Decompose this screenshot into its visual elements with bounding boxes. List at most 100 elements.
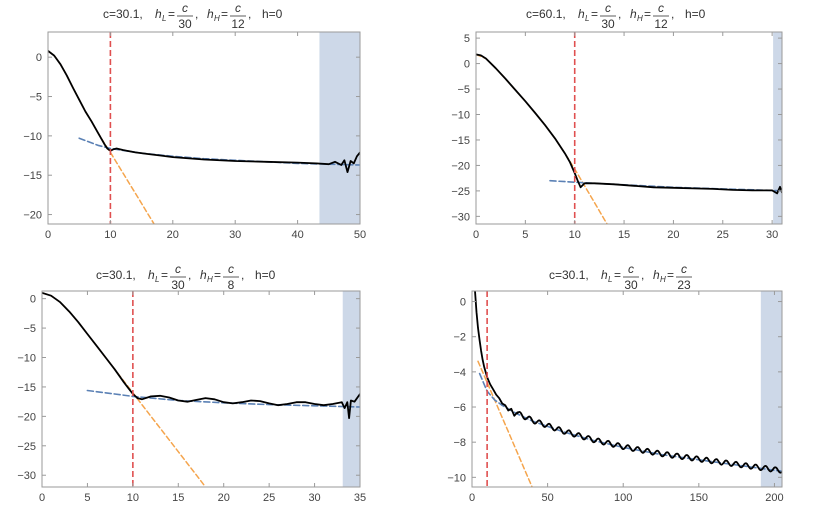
- y-tick-label: −5: [29, 92, 42, 104]
- title-comma: ,: [671, 7, 674, 21]
- y-tick-label: −30: [17, 470, 36, 482]
- title-comma: ,: [188, 268, 191, 282]
- shaded-region: [342, 291, 360, 487]
- plot-area-1: [48, 32, 360, 224]
- title-hh-symbol: h: [207, 7, 214, 21]
- series-large-t-fit: [86, 389, 360, 408]
- y-tick-label: −5: [457, 84, 470, 96]
- title-hh-denominator: 12: [231, 17, 245, 31]
- title-hl-symbol: h: [148, 268, 155, 282]
- series-small-t-fit: [477, 360, 533, 487]
- chart-panel-1: 0 10 20 30 40 500−5−10−15−20c=30.1, h L = c30, h H =…: [23, 1, 366, 241]
- y-tick-label: −8: [453, 437, 466, 449]
- plot-frame: [47, 31, 361, 225]
- title-suffix: h=0: [685, 7, 706, 21]
- x-tick-label: 15: [172, 492, 184, 504]
- title-hl-symbol: h: [578, 7, 585, 21]
- y-tick-label: −6: [453, 402, 466, 414]
- title-hh-numerator: c: [681, 262, 687, 276]
- y-tick-label: −2: [453, 332, 466, 344]
- title-prefix: c=30.1,: [96, 268, 136, 282]
- title-equals: =: [161, 268, 168, 282]
- x-tick-label: 30: [766, 229, 778, 241]
- x-tick-label: 15: [618, 229, 630, 241]
- x-tick-label: 0: [39, 492, 45, 504]
- y-tick-label: −10: [23, 131, 42, 143]
- y-tick-label: −25: [451, 186, 470, 198]
- title-hl-denominator: 30: [171, 278, 185, 292]
- x-tick-label: 20: [167, 229, 179, 241]
- x-tick-label: 30: [229, 229, 241, 241]
- y-tick-label: −15: [17, 382, 36, 394]
- series-large-t-fit: [478, 372, 782, 472]
- chart-title: c=30.1, h L = c30, h H = c8, h=0: [96, 262, 276, 292]
- chart-panel-3: 0 5 10 15 20 25 30 35 0 −5 −10 −15 −20 −25 −30 c=30.1, h…: [17, 262, 366, 504]
- title-hh-subscript: H: [637, 14, 643, 23]
- x-tick-label: 0: [469, 492, 475, 504]
- x-tick-label: 5: [84, 492, 90, 504]
- x-tick-label: 50: [354, 229, 366, 241]
- title-suffix: h=0: [262, 7, 283, 21]
- y-tick-label: −20: [451, 160, 470, 172]
- plot-area-3: [42, 291, 360, 487]
- y-tick-label: −15: [451, 135, 470, 147]
- y-tick-label: −20: [23, 210, 42, 222]
- title-equals: =: [644, 7, 651, 21]
- chart-title: c=30.1, h L = c30, h H = c23: [549, 262, 692, 292]
- x-tick-label: 25: [263, 492, 275, 504]
- x-tick-label: 150: [690, 492, 708, 504]
- title-equals: =: [221, 7, 228, 21]
- title-hh-symbol: h: [653, 268, 660, 282]
- x-tick-label: 10: [127, 492, 139, 504]
- y-tick-label: 0: [464, 59, 470, 71]
- x-tick-label: 10: [569, 229, 581, 241]
- y-tick-label: −15: [23, 170, 42, 182]
- series-numerical: [48, 50, 360, 173]
- shaded-region: [773, 32, 782, 224]
- shaded-region: [760, 291, 782, 487]
- title-hh-numerator: c: [235, 1, 241, 15]
- series-small-t-fit: [476, 53, 608, 224]
- y-tick-label: 5: [464, 33, 470, 45]
- title-hh-numerator: c: [658, 1, 664, 15]
- x-tick-label: 50: [541, 492, 553, 504]
- x-tick-label: 10: [104, 229, 116, 241]
- title-hl-subscript: L: [585, 14, 589, 23]
- x-tick-label: 0: [473, 229, 479, 241]
- plot-frame: [471, 290, 783, 488]
- shaded-region: [319, 32, 360, 224]
- plot-frame: [475, 31, 783, 225]
- title-hh-subscript: H: [660, 275, 666, 284]
- title-hl-denominator: 30: [178, 17, 192, 31]
- title-hh-denominator: 23: [677, 278, 691, 292]
- title-prefix: c=30.1,: [103, 7, 143, 21]
- y-tick-label: −5: [23, 323, 36, 335]
- title-hl-subscript: L: [162, 14, 166, 23]
- series-numerical: [474, 291, 782, 474]
- x-tick-label: 100: [614, 492, 632, 504]
- title-hl-denominator: 30: [624, 278, 638, 292]
- x-tick-label: 25: [717, 229, 729, 241]
- title-hh-symbol: h: [630, 7, 637, 21]
- title-comma: ,: [618, 7, 621, 21]
- title-hl-numerator: c: [628, 262, 634, 276]
- title-equals: =: [667, 268, 674, 282]
- title-hl-numerator: c: [605, 1, 611, 15]
- title-hl-symbol: h: [601, 268, 608, 282]
- title-hl-denominator: 30: [601, 17, 615, 31]
- title-hh-symbol: h: [200, 268, 207, 282]
- y-tick-label: −20: [17, 411, 36, 423]
- title-equals: =: [591, 7, 598, 21]
- title-equals: =: [614, 268, 621, 282]
- title-equals: =: [214, 268, 221, 282]
- x-tick-label: 40: [291, 229, 303, 241]
- title-hl-subscript: L: [155, 275, 159, 284]
- x-tick-label: 30: [308, 492, 320, 504]
- plot-frame: [41, 290, 361, 488]
- title-hh-subscript: H: [207, 275, 213, 284]
- title-equals: =: [168, 7, 175, 21]
- title-hl-numerator: c: [182, 1, 188, 15]
- title-hl-symbol: h: [155, 7, 162, 21]
- title-hl-numerator: c: [175, 262, 181, 276]
